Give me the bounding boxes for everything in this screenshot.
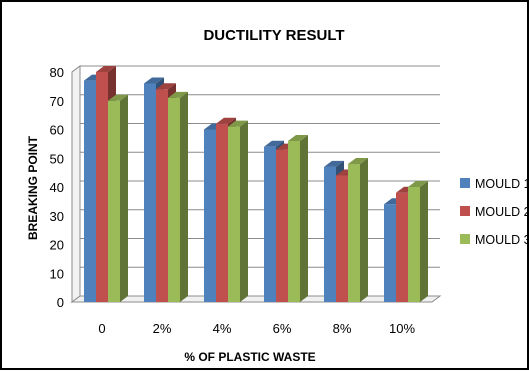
bars	[84, 66, 428, 302]
x-tick-label: 8%	[333, 321, 352, 336]
bar-front	[324, 166, 336, 302]
y-tick-label: 60	[50, 123, 64, 138]
bar	[108, 94, 128, 302]
y-tick-label: 50	[50, 151, 64, 166]
bar-front	[408, 187, 420, 302]
legend-label: MOULD 2	[475, 205, 529, 219]
bar-side	[420, 181, 428, 302]
bar-side	[120, 94, 128, 302]
y-axis-label: BREAKING POINT	[26, 135, 40, 240]
bar-front	[384, 204, 396, 302]
bar-front	[276, 149, 288, 302]
back-side-wall	[71, 65, 81, 303]
bar-front	[204, 129, 216, 302]
bar-top	[108, 94, 128, 101]
bar-top	[96, 66, 116, 72]
bar-front	[228, 126, 240, 302]
bar	[228, 120, 248, 302]
y-tick-label: 80	[50, 65, 64, 80]
legend-item: MOULD 2	[460, 205, 529, 219]
bar-top	[156, 83, 176, 90]
bar-top	[324, 160, 344, 167]
x-tick-label: 0	[98, 321, 105, 336]
bar-front	[288, 141, 300, 302]
y-tick-label: 70	[50, 94, 64, 109]
legend-item: MOULD 3	[460, 233, 529, 247]
bar-top	[228, 120, 248, 127]
y-tick-labels: 0 10 20 30 40 50 60 70 80	[50, 65, 64, 310]
x-tick-label: 10%	[389, 321, 415, 336]
bar-front	[108, 100, 120, 302]
chart-title: DUCTILITY RESULT	[203, 27, 344, 44]
bar-side	[300, 135, 308, 302]
x-axis-label: % OF PLASTIC WASTE	[184, 350, 315, 364]
x-tick-label: 6%	[273, 321, 292, 336]
x-tick-label: 4%	[213, 321, 232, 336]
legend-label: MOULD 1	[475, 177, 529, 191]
y-tick-label: 0	[57, 295, 64, 310]
bar-side	[240, 120, 248, 302]
bar-top	[264, 140, 284, 147]
y-tick-label: 40	[50, 180, 64, 195]
bar-front	[96, 72, 108, 302]
bar-front	[156, 89, 168, 302]
bar-side	[180, 91, 188, 302]
legend: MOULD 1 MOULD 2 MOULD 3	[460, 177, 529, 247]
bar-top	[288, 135, 308, 141]
legend-label: MOULD 3	[475, 233, 529, 247]
bar	[408, 181, 428, 302]
bar-front	[348, 164, 360, 302]
y-tick-label: 10	[50, 266, 64, 281]
bar-top	[144, 77, 164, 84]
bar-front	[168, 97, 180, 302]
bar-top	[408, 181, 428, 187]
legend-swatch	[460, 178, 470, 188]
bar-top	[348, 158, 368, 164]
bar-front	[144, 83, 156, 302]
bar	[348, 158, 368, 302]
bar-front	[84, 80, 96, 302]
legend-swatch	[460, 206, 470, 216]
bar-front	[336, 175, 348, 302]
legend-item: MOULD 1	[460, 177, 529, 191]
bar-front	[216, 123, 228, 302]
bar-top	[216, 117, 236, 124]
legend-swatch	[460, 234, 470, 244]
x-tick-label: 2%	[153, 321, 172, 336]
x-tick-labels: 0 2% 4% 6% 8% 10%	[98, 321, 415, 336]
bar-side	[360, 158, 368, 302]
bar-front	[396, 192, 408, 302]
bar	[168, 91, 188, 302]
bar-top	[168, 91, 188, 98]
bar-front	[264, 146, 276, 302]
y-tick-label: 30	[50, 209, 64, 224]
bar	[288, 135, 308, 302]
y-tick-label: 20	[50, 238, 64, 253]
